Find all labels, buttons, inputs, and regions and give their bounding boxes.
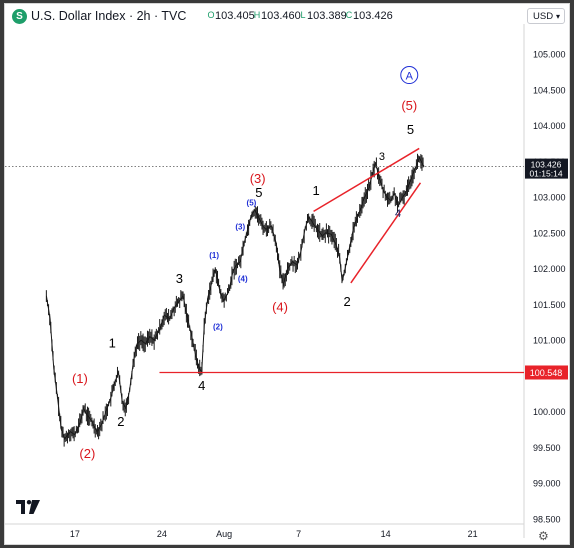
wave-label: 4 xyxy=(395,208,401,220)
ohlc-close-value: 103.426 xyxy=(353,10,393,22)
ohlc-open: O103.405 xyxy=(207,10,255,22)
wave-a-circle xyxy=(400,66,419,85)
wave-label: 3 xyxy=(379,151,385,163)
y-tick-label: 104.500 xyxy=(533,85,566,95)
annotation-layer: (1)(2)1234(1)(2)(3)(4)(5)(3)5(4)12345(5)… xyxy=(5,66,524,461)
wave-label: (4) xyxy=(238,274,248,283)
price-line xyxy=(45,156,425,440)
price-layer xyxy=(45,153,425,447)
wedge-trendline xyxy=(350,182,422,284)
wave-label: 5 xyxy=(407,122,414,137)
currency-dropdown[interactable]: USD ▾ xyxy=(527,8,565,24)
symbol-logo-icon[interactable]: S xyxy=(12,9,27,24)
ohlc-close: C103.426 xyxy=(345,10,393,22)
wave-label: (1) xyxy=(72,371,88,386)
last-price-value: 103.426 xyxy=(531,160,562,170)
wave-label: (1) xyxy=(209,251,219,260)
level-price-tag xyxy=(525,365,568,380)
y-tick-label: 99.000 xyxy=(533,479,561,489)
x-tick-label: 21 xyxy=(468,529,478,539)
price-chart[interactable]: 105.000104.500104.000103.500103.000102.5… xyxy=(5,4,569,544)
y-tick-label: 101.000 xyxy=(533,336,566,346)
gear-icon[interactable]: ⚙ xyxy=(538,529,549,543)
wave-label: 2 xyxy=(117,414,124,429)
ohlc-high-value: 103.460 xyxy=(261,10,301,22)
level-price-value: 100.548 xyxy=(530,368,563,378)
chevron-down-icon: ▾ xyxy=(555,12,560,21)
y-tick-label: 98.500 xyxy=(533,515,561,525)
countdown-timer: 01:15:14 xyxy=(529,169,562,179)
wave-label: 5 xyxy=(255,185,262,200)
ohlc-low-value: 103.389 xyxy=(307,10,347,22)
tradingview-logo-icon[interactable] xyxy=(16,500,40,514)
wave-label: (3) xyxy=(250,171,266,186)
x-tick-label: Aug xyxy=(216,529,232,539)
wave-label: (5) xyxy=(247,199,257,208)
y-tick-label: 105.000 xyxy=(533,50,566,60)
x-tick-label: 14 xyxy=(381,529,391,539)
y-tick-label: 102.000 xyxy=(533,264,566,274)
x-tick-label: 7 xyxy=(296,529,301,539)
wave-label: 1 xyxy=(109,335,116,350)
wave-label: 3 xyxy=(176,271,183,286)
last-price-tag xyxy=(525,158,568,179)
ohlc-close-letter: C xyxy=(345,10,353,20)
wedge-trendline xyxy=(313,147,420,213)
symbol-title[interactable]: U.S. Dollar Index · 2h · TVC xyxy=(31,9,187,23)
ohlc-low-letter: L xyxy=(300,10,306,20)
wave-label: 1 xyxy=(312,183,319,198)
y-tick-label: 104.000 xyxy=(533,121,566,131)
y-tick-label: 99.500 xyxy=(533,443,561,453)
wave-label: 2 xyxy=(344,294,351,309)
ohlc-high: H103.460 xyxy=(253,10,301,22)
y-tick-label: 101.500 xyxy=(533,300,566,310)
currency-label: USD xyxy=(533,11,554,22)
ohlc-low: L 103.389 xyxy=(299,10,347,22)
x-tick-label: 17 xyxy=(70,529,80,539)
wave-label: (5) xyxy=(401,98,417,113)
ohlc-high-letter: H xyxy=(253,10,261,20)
wave-label: (3) xyxy=(235,222,245,231)
wave-label: 4 xyxy=(198,378,205,393)
wave-a-label: A xyxy=(406,71,414,83)
y-tick-label: 102.500 xyxy=(533,228,566,238)
chart-frame: 105.000104.500104.000103.500103.000102.5… xyxy=(4,3,570,545)
wave-label: (4) xyxy=(272,300,288,315)
ohlc-open-letter: O xyxy=(207,10,215,20)
x-tick-label: 24 xyxy=(157,529,167,539)
wave-label: (2) xyxy=(79,446,95,461)
y-tick-label: 100.000 xyxy=(533,407,566,417)
wave-label: (2) xyxy=(213,322,223,331)
y-tick-label: 103.000 xyxy=(533,193,566,203)
ohlc-open-value: 103.405 xyxy=(215,10,255,22)
